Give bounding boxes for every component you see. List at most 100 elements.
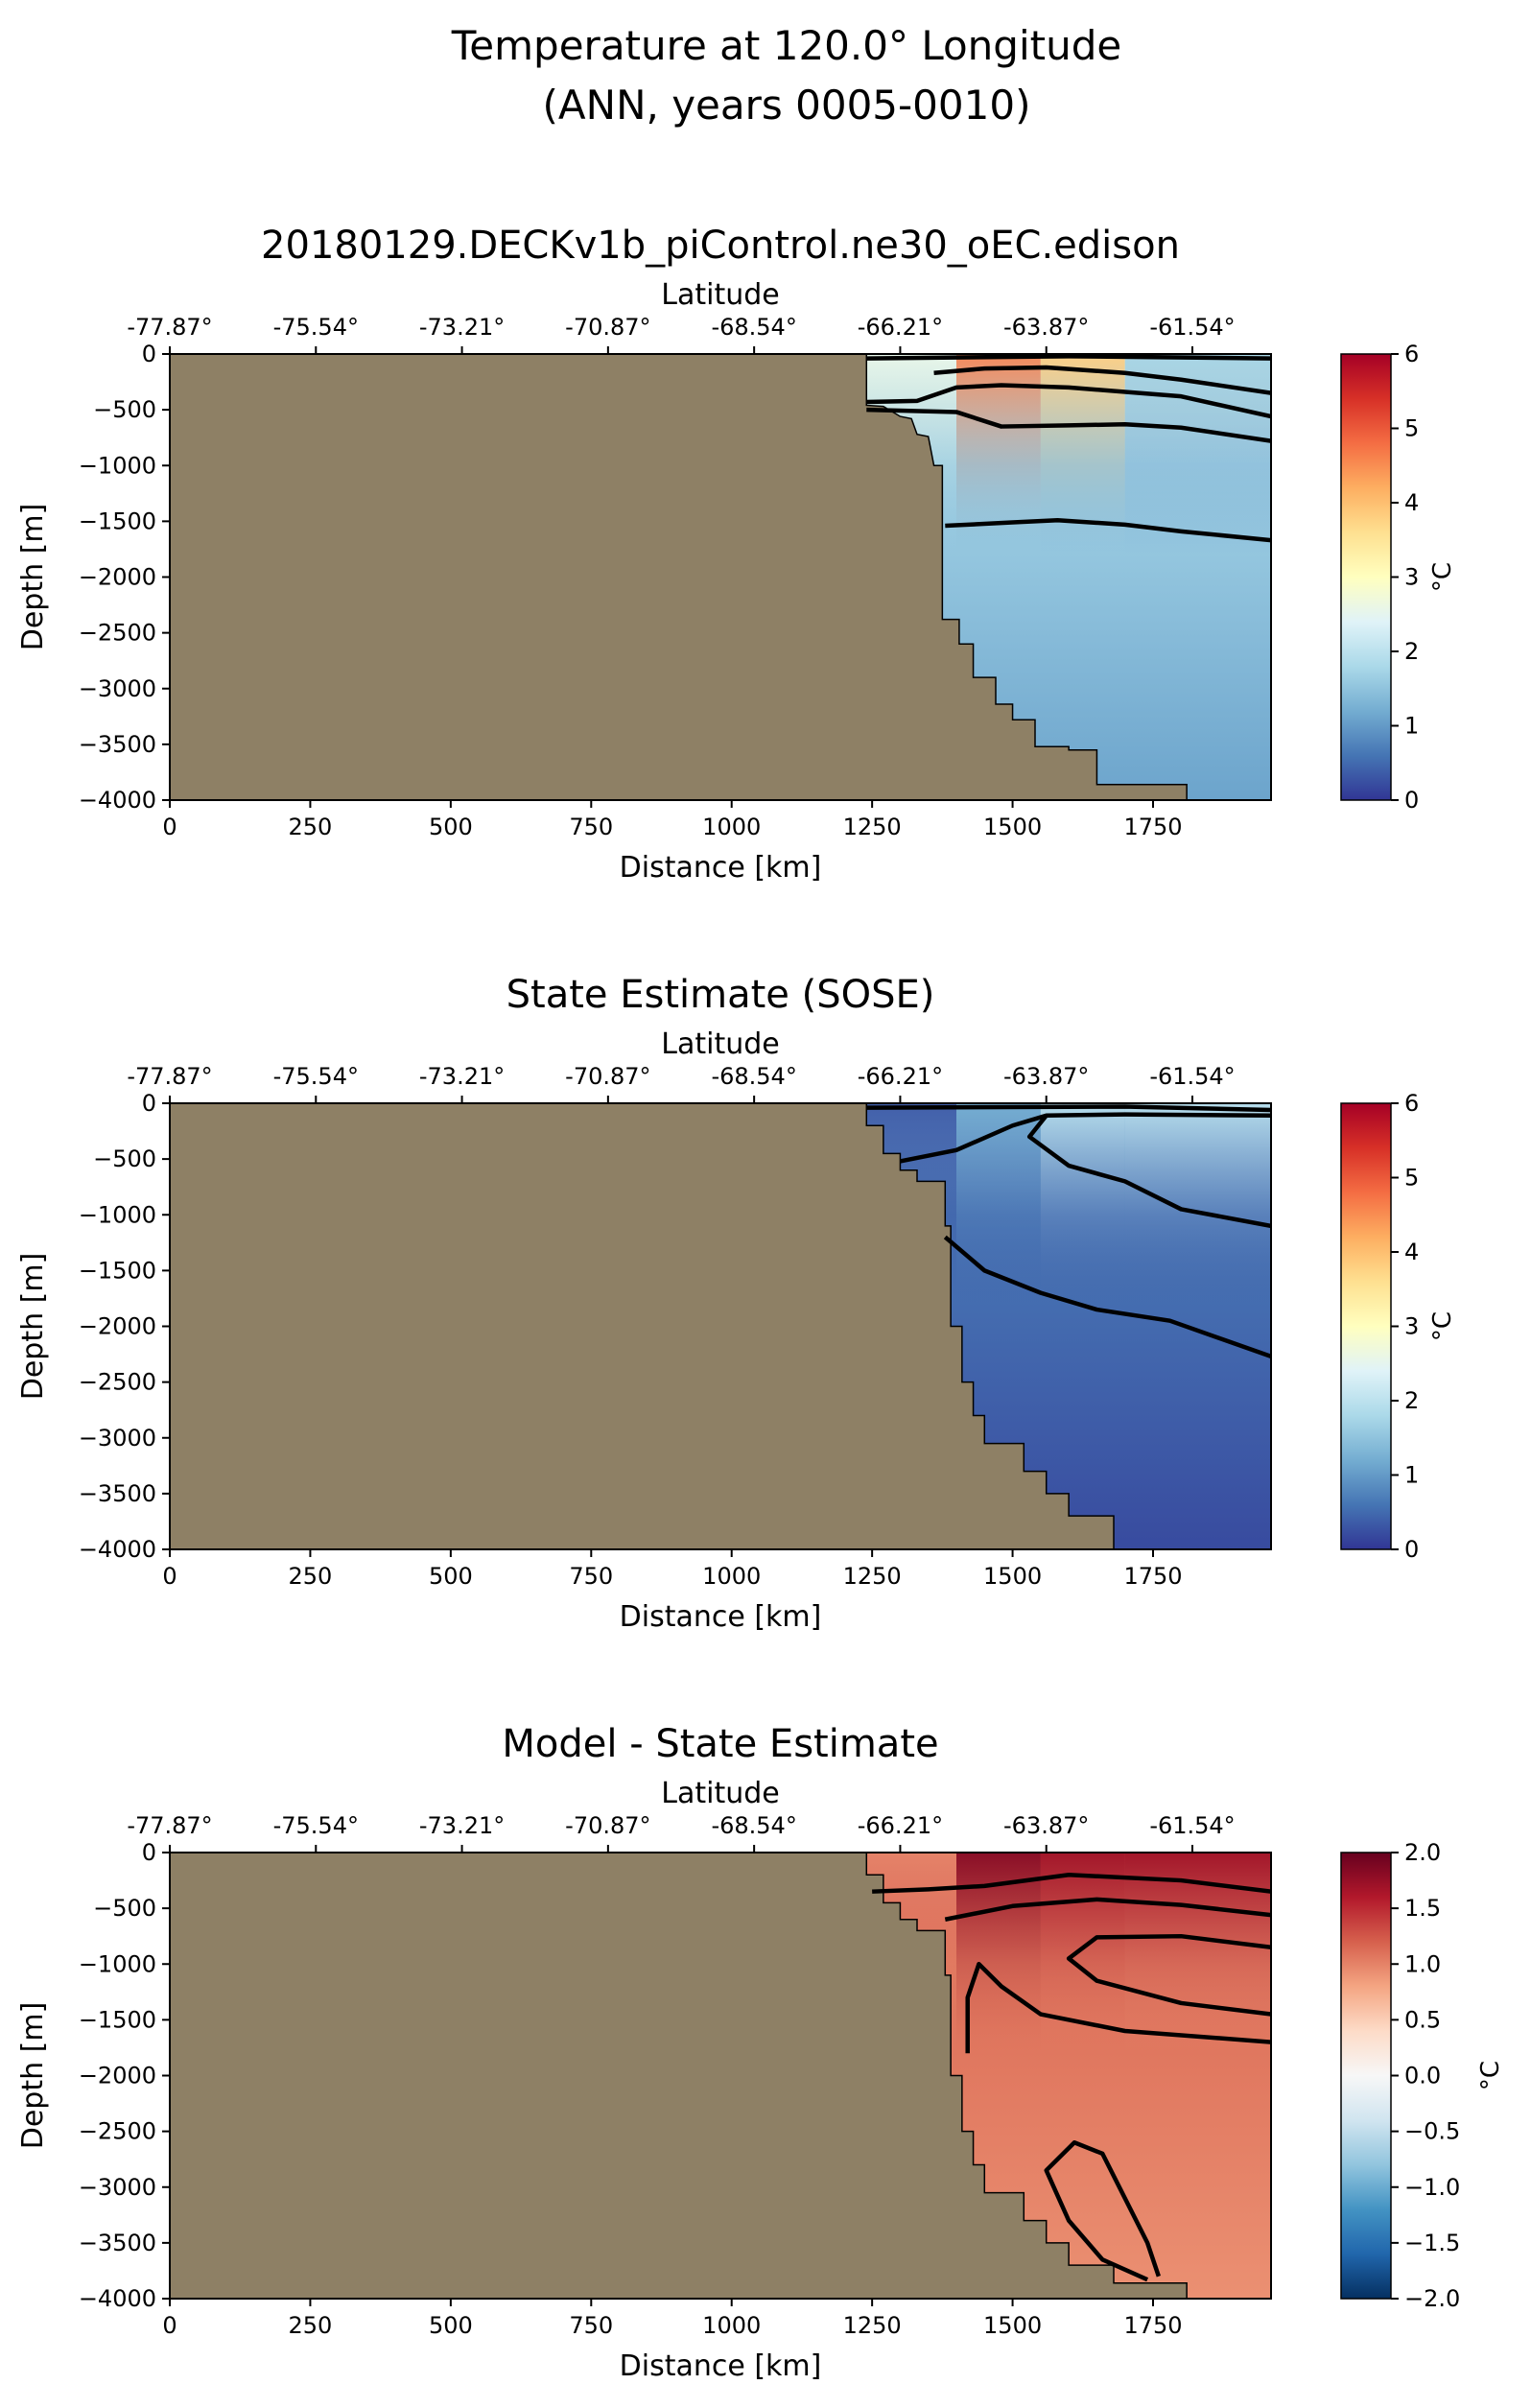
contour-line-2 [944,1897,1271,1922]
top-tick-label: -77.87° [127,314,212,341]
x-tick-label: 1750 [1123,1563,1182,1590]
colorbar-tick-label: −0.5 [1404,2118,1460,2145]
field-column [1124,1103,1271,1305]
x-tick-label: 1500 [983,814,1042,840]
x-tick-label: 1250 [843,1563,902,1590]
y-tick-label: −1500 [79,508,156,534]
suptitle-line-1: Temperature at 120.0° Longitude [451,22,1121,69]
colorbar-tick-label: 6 [1404,341,1419,367]
top-tick-label: -63.87° [1003,1812,1089,1839]
x-tick-label: 750 [569,2312,613,2339]
x-tick-label: 1750 [1123,814,1182,840]
y-tick-label: −500 [93,396,156,423]
x-tick-label: 0 [162,1563,177,1590]
y-tick-label: −2500 [79,1369,156,1396]
x-tick-label: 1250 [843,814,902,840]
y-tick-label: −2500 [79,620,156,647]
x-tick-label: 1750 [1123,2312,1182,2339]
x-tick-label: 500 [429,814,473,840]
panel-title: 20180129.DECKv1b_piControl.ne30_oEC.edis… [261,224,1180,268]
colorbar-tick-label: −1.0 [1404,2174,1460,2201]
contour-group [872,1873,1271,2282]
colorbar-tick-label: 5 [1404,415,1419,442]
top-axis-label: Latitude [661,1777,779,1810]
top-tick-label: -73.21° [419,1063,505,1090]
x-tick-label: 1500 [983,1563,1042,1590]
y-tick-label: −1000 [79,452,156,479]
x-axis-label: Distance [km] [620,2349,822,2383]
x-tick-label: 0 [162,2312,177,2339]
y-tick-label: −2000 [79,564,156,591]
top-tick-label: -70.87° [565,1812,650,1839]
contour-line-3 [1066,1933,1271,2017]
top-axis-label: Latitude [661,1027,779,1061]
contour-line-2 [899,1112,1271,1164]
x-tick-label: 1000 [702,2312,761,2339]
colorbar-tick-label: 5 [1404,1165,1419,1192]
land-mask [170,354,1188,800]
contour-group [866,354,1271,543]
top-tick-label: -66.21° [858,1812,943,1839]
y-tick-label: −1000 [79,1201,156,1228]
x-tick-label: 750 [569,814,613,840]
colorbar [1340,353,1392,801]
top-tick-label: -73.21° [419,1812,505,1839]
y-axis-label: Depth [m] [16,1253,50,1401]
top-axis-label: Latitude [661,278,779,312]
x-tick-label: 0 [162,814,177,840]
x-tick-label: 1000 [702,1563,761,1590]
y-tick-label: −2000 [79,1313,156,1340]
y-tick-label: −3500 [79,731,156,758]
top-tick-label: -61.54° [1149,314,1235,341]
y-tick-label: −4000 [79,2285,156,2312]
top-tick-label: -75.54° [273,314,359,341]
y-axis-label: Depth [m] [16,504,50,651]
y-tick-label: −1000 [79,1950,156,1977]
colorbar-label: °C [1428,562,1457,592]
top-tick-label: -66.21° [858,314,943,341]
colorbar-tick-label: 2 [1404,638,1419,665]
suptitle-line-2: (ANN, years 0005-0010) [543,82,1031,129]
colorbar-tick-label: 6 [1404,1090,1419,1117]
top-tick-label: -61.54° [1149,1812,1235,1839]
contour-line-4 [866,383,1271,419]
colorbar-tick-label: 0.5 [1404,2006,1441,2033]
colorbar-tick-label: 3 [1404,1313,1419,1340]
top-tick-label: -75.54° [273,1063,359,1090]
y-tick-label: −3000 [79,675,156,702]
field-column [956,1103,1041,1305]
x-tick-label: 1000 [702,814,761,840]
y-tick-label: −3000 [79,2174,156,2201]
colorbar-tick-label: 0 [1404,1536,1419,1563]
y-tick-label: −4000 [79,787,156,814]
x-tick-label: 250 [289,1563,333,1590]
top-tick-label: -70.87° [565,314,650,341]
colorbar-tick-label: −2.0 [1404,2285,1460,2312]
colorbar-label: °C [1476,2061,1505,2090]
x-tick-label: 750 [569,1563,613,1590]
x-tick-label: 250 [289,2312,333,2339]
x-axis-label: Distance [km] [620,1600,822,1634]
field-column [1040,1853,1125,2054]
x-tick-label: 500 [429,1563,473,1590]
contour-line-5 [1044,2140,1161,2282]
colorbar-tick-label: 4 [1404,1239,1419,1265]
contour-line-4 [943,1235,1271,1359]
contour-line-3 [1026,1114,1271,1229]
field-column [1124,1853,1271,2054]
y-tick-label: −3500 [79,2230,156,2256]
x-tick-label: 1500 [983,2312,1042,2339]
top-tick-label: -63.87° [1003,314,1089,341]
top-tick-label: -70.87° [565,1063,650,1090]
contour-line-1 [872,1873,1271,1894]
colorbar-tick-label: 2 [1404,1387,1419,1414]
top-tick-label: -68.54° [711,314,796,341]
y-tick-label: −1500 [79,1257,156,1284]
panel-3: Model - State Estimate Latitude -77.87° -75… [16,1722,1505,2383]
y-tick-label: 0 [142,1839,156,1866]
y-tick-label: −2000 [79,2063,156,2089]
y-tick-label: 0 [142,341,156,367]
contour-group [866,1104,1271,1359]
x-tick-label: 250 [289,814,333,840]
